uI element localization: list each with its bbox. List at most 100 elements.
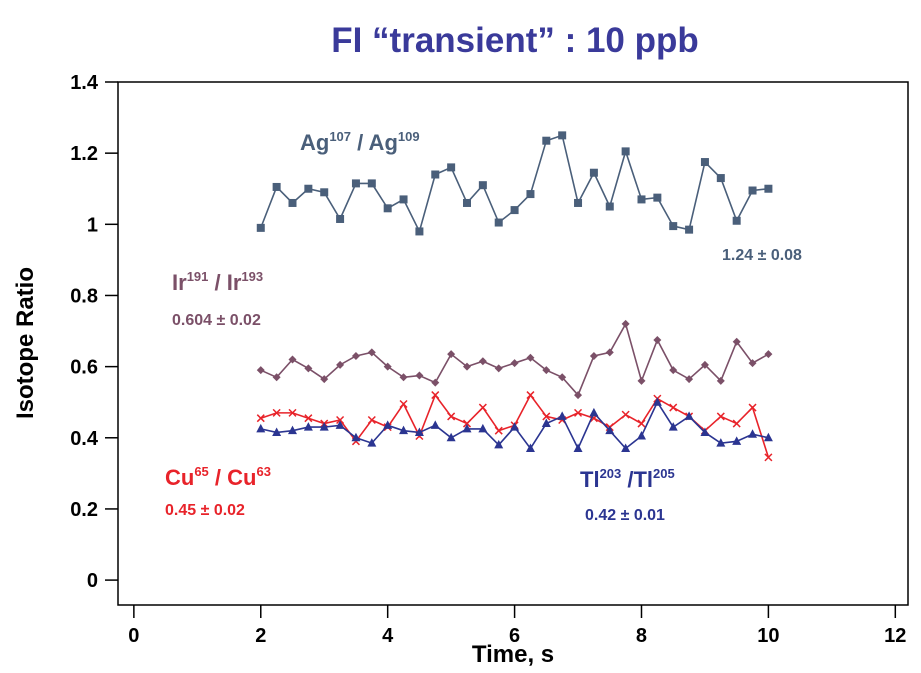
point (541, 418, 551, 428)
point (685, 225, 694, 234)
point (763, 432, 773, 442)
point (669, 403, 678, 412)
point (272, 408, 281, 417)
x-tick-label: 2 (255, 625, 266, 647)
label-text: Ir (172, 270, 187, 295)
point (494, 426, 503, 435)
point (303, 422, 313, 431)
point (542, 366, 551, 375)
point (525, 443, 535, 452)
point (716, 376, 725, 385)
point (494, 364, 503, 373)
point (272, 427, 282, 436)
series-label: Tl203 /Tl205 (580, 466, 675, 492)
y-tick-label: 1.2 (70, 143, 98, 165)
point (605, 425, 615, 435)
point (558, 131, 567, 140)
point (716, 174, 725, 183)
point (272, 182, 281, 191)
point (462, 423, 472, 433)
y-tick-label: 1.4 (70, 72, 99, 94)
point (304, 414, 313, 423)
point (510, 422, 520, 431)
point (764, 453, 773, 462)
point (589, 168, 598, 177)
point (288, 408, 297, 417)
point (700, 427, 710, 436)
point (542, 136, 551, 145)
point (637, 195, 646, 204)
series-label: Ir191 / Ir193 (172, 269, 263, 295)
point (431, 378, 440, 387)
point (256, 414, 265, 423)
point (748, 186, 757, 195)
point (478, 357, 487, 366)
point (414, 427, 424, 436)
y-axis-label: Isotope Ratio (12, 267, 39, 419)
point (558, 373, 567, 382)
point (621, 410, 630, 419)
point (574, 198, 583, 207)
point (732, 419, 741, 428)
point (367, 438, 377, 447)
point (431, 170, 440, 179)
series-label: Cu65 / Cu63 (165, 464, 271, 490)
point (399, 195, 408, 204)
point (669, 366, 678, 375)
point (462, 198, 471, 207)
point (319, 422, 329, 431)
point (574, 408, 583, 417)
label-superscript: 203 (600, 466, 622, 481)
label-text: / Cu (209, 465, 257, 490)
point (653, 193, 662, 202)
x-tick-label: 4 (382, 625, 394, 647)
point (526, 353, 535, 362)
point (478, 403, 487, 412)
y-tick-label: 0.6 (70, 357, 98, 379)
point (336, 360, 345, 369)
point (732, 436, 742, 445)
y-tick-label: 0.4 (70, 428, 99, 450)
point (637, 419, 646, 428)
point (605, 202, 614, 211)
point (668, 422, 678, 431)
label-superscript: 191 (187, 269, 209, 284)
point (462, 362, 471, 371)
y-tick-label: 0.8 (70, 285, 98, 307)
series-label: Ag107 / Ag109 (300, 129, 420, 155)
point (367, 415, 376, 425)
point (764, 184, 773, 193)
point (652, 397, 662, 406)
point (700, 360, 709, 369)
point (383, 420, 393, 429)
label-text: Ag (300, 130, 329, 155)
label-superscript: 109 (398, 129, 420, 144)
point (351, 432, 361, 442)
point (447, 350, 456, 359)
x-tick-label: 12 (884, 625, 906, 647)
y-tick-label: 1 (87, 214, 98, 236)
point (288, 198, 297, 207)
point (446, 432, 456, 442)
point (589, 407, 599, 417)
point (685, 375, 694, 384)
x-axis-label: Time, s (472, 641, 554, 668)
series-stat: 0.42 ± 0.01 (585, 507, 665, 524)
point (526, 190, 535, 199)
point (256, 223, 265, 232)
point (336, 415, 345, 425)
point (700, 158, 709, 167)
series-stat: 1.24 ± 0.08 (722, 247, 802, 264)
point (621, 443, 631, 452)
point (573, 443, 583, 452)
point (605, 348, 614, 357)
label-text: Cu (165, 465, 194, 490)
point (430, 420, 440, 429)
point (621, 147, 630, 156)
label-superscript: 65 (194, 464, 208, 479)
label-text: / Ir (208, 270, 241, 295)
label-text: /Tl (621, 467, 653, 492)
point (748, 403, 757, 412)
point (351, 351, 360, 360)
